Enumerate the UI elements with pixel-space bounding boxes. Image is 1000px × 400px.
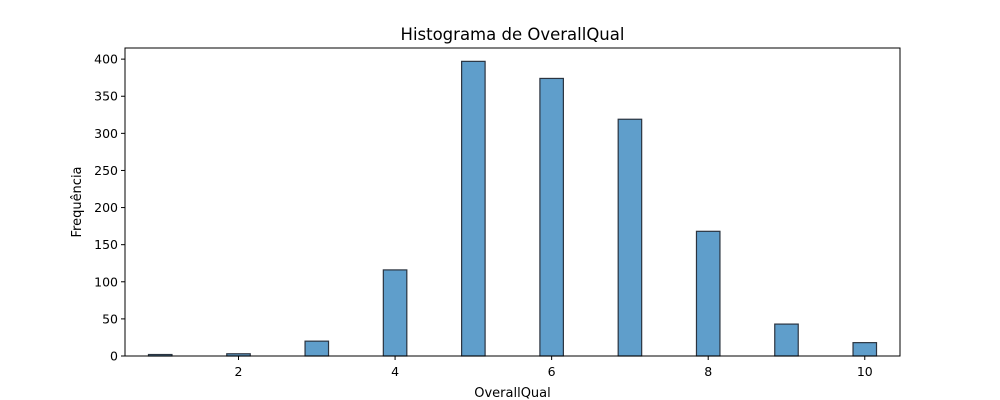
histogram-bar <box>695 230 721 357</box>
y-tick-label: 150 <box>94 237 118 252</box>
x-tick-label: 2 <box>235 364 243 379</box>
y-tick-label: 250 <box>94 163 118 178</box>
y-tick-label: 400 <box>94 52 118 67</box>
x-tick-label: 8 <box>704 364 712 379</box>
bars-group <box>147 60 878 357</box>
y-tick-label: 100 <box>94 274 118 289</box>
y-tick-label: 350 <box>94 89 118 104</box>
histogram-bar <box>304 340 330 357</box>
x-tick-label: 10 <box>857 364 873 379</box>
y-axis-label: Frequência <box>70 166 85 237</box>
histogram-bar <box>539 77 564 357</box>
y-tick-label: 50 <box>102 311 118 326</box>
x-tick-label: 4 <box>391 364 399 379</box>
histogram-bar <box>774 323 799 357</box>
y-tick-label: 300 <box>94 126 118 141</box>
x-tick-label: 6 <box>548 364 556 379</box>
histogram-bar <box>617 118 643 357</box>
plot-frame <box>124 47 901 357</box>
histogram-bar <box>852 342 878 357</box>
histogram-bar <box>461 60 486 357</box>
histogram-bar <box>382 269 408 357</box>
y-axis-ticks: 0 50 100 150 200 250 300 350 400 <box>94 52 125 364</box>
x-axis-ticks: 2 4 6 8 10 <box>235 356 873 379</box>
y-tick-label: 0 <box>110 349 118 364</box>
chart-title: Histograma de OverallQual <box>401 25 625 44</box>
x-axis-label: OverallQual <box>474 386 551 400</box>
y-tick-label: 200 <box>94 200 118 215</box>
